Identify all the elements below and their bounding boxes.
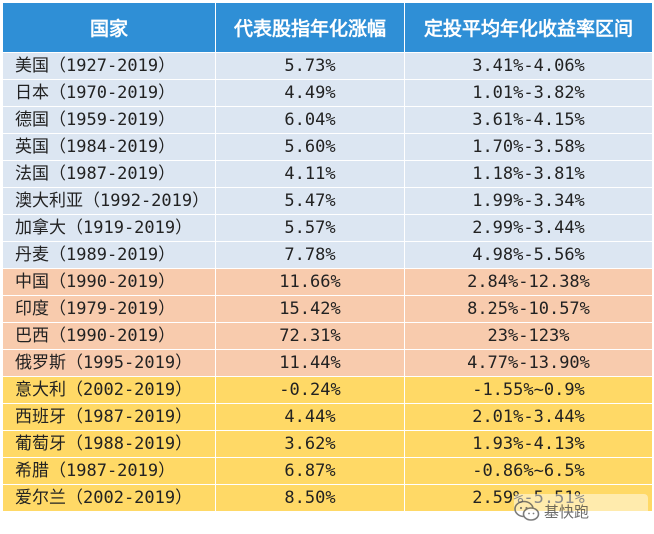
index-return-cell: 4.11% (215, 160, 405, 188)
sip-return-range-cell: 1.99%-3.34% (404, 187, 653, 215)
country-cell: 葡萄牙（1988-2019） (2, 430, 216, 458)
sip-return-range-cell: 1.18%-3.81% (404, 160, 653, 188)
wechat-logo-icon (514, 500, 540, 521)
index-return-cell: 3.62% (215, 430, 405, 458)
table-row: 葡萄牙（1988-2019） 3.62% 1.93%-4.13% (2, 430, 653, 458)
country-cell: 西班牙（1987-2019） (2, 403, 216, 431)
country-cell: 希腊（1987-2019） (2, 457, 216, 485)
table-row: 英国（1984-2019） 5.60% 1.70%-3.58% (2, 133, 653, 161)
header-sip-return-range: 定投平均年化收益率区间 (404, 2, 653, 53)
index-return-cell: 4.49% (215, 79, 405, 107)
sip-return-range-cell: 1.01%-3.82% (404, 79, 653, 107)
watermark: 基快跑 (514, 494, 648, 528)
country-cell: 巴西（1990-2019） (2, 322, 216, 350)
index-return-cell: 5.73% (215, 52, 405, 80)
table-body: 美国（1927-2019） 5.73% 3.41%-4.06% 日本（1970-201… (2, 52, 653, 512)
country-cell: 澳大利亚（1992-2019） (2, 187, 216, 215)
table-row: 日本（1970-2019） 4.49% 1.01%-3.82% (2, 79, 653, 107)
header-row: 国家 代表股指年化涨幅 定投平均年化收益率区间 (2, 2, 653, 53)
table-row: 希腊（1987-2019） 6.87% -0.86%~6.5% (2, 457, 653, 485)
sip-return-range-cell: 4.98%-5.56% (404, 241, 653, 269)
country-cell: 日本（1970-2019） (2, 79, 216, 107)
index-return-cell: 7.78% (215, 241, 405, 269)
index-return-cell: 72.31% (215, 322, 405, 350)
sip-return-range-cell: -1.55%~0.9% (404, 376, 653, 404)
sip-return-range-cell: 2.99%-3.44% (404, 214, 653, 242)
table-row: 印度（1979-2019） 15.42% 8.25%-10.57% (2, 295, 653, 323)
country-cell: 印度（1979-2019） (2, 295, 216, 323)
sip-return-range-cell: 3.41%-4.06% (404, 52, 653, 80)
index-return-cell: 5.60% (215, 133, 405, 161)
table-row: 加拿大（1919-2019） 5.57% 2.99%-3.44% (2, 214, 653, 242)
country-cell: 美国（1927-2019） (2, 52, 216, 80)
index-return-cell: 5.47% (215, 187, 405, 215)
table-row: 爱尔兰（2002-2019）8.50%2.59%-5.51% (2, 484, 653, 512)
table-row: 巴西（1990-2019） 72.31% 23%-123% (2, 322, 653, 350)
sip-return-range-cell: 3.61%-4.15% (404, 106, 653, 134)
sip-return-range-cell: 2.01%-3.44% (404, 403, 653, 431)
index-return-cell: 11.44% (215, 349, 405, 377)
country-cell: 丹麦（1989-2019） (2, 241, 216, 269)
country-cell: 意大利（2002-2019） (2, 376, 216, 404)
table-row: 丹麦（1989-2019） 7.78% 4.98%-5.56% (2, 241, 653, 269)
country-cell: 英国（1984-2019） (2, 133, 216, 161)
sip-return-range-cell: 1.70%-3.58% (404, 133, 653, 161)
index-return-cell: 5.57% (215, 214, 405, 242)
table-row: 法国（1987-2019） 4.11% 1.18%-3.81% (2, 160, 653, 188)
table-row: 意大利（2002-2019） -0.24% -1.55%~0.9% (2, 376, 653, 404)
index-return-cell: -0.24% (215, 376, 405, 404)
sip-return-range-cell: -0.86%~6.5% (404, 457, 653, 485)
watermark-text: 基快跑 (544, 502, 590, 521)
table-row: 澳大利亚（1992-2019） 5.47% 1.99%-3.34% (2, 187, 653, 215)
sip-return-range-cell: 1.93%-4.13% (404, 430, 653, 458)
header-country: 国家 (2, 2, 216, 53)
index-return-cell: 11.66% (215, 268, 405, 296)
country-cell: 爱尔兰（2002-2019） (2, 484, 216, 512)
country-cell: 加拿大（1919-2019） (2, 214, 216, 242)
table-row: 俄罗斯（1995-2019） 11.44% 4.77%-13.90% (2, 349, 653, 377)
table-row: 西班牙（1987-2019） 4.44% 2.01%-3.44% (2, 403, 653, 431)
country-cell: 俄罗斯（1995-2019） (2, 349, 216, 377)
country-cell: 中国（1990-2019） (2, 268, 216, 296)
index-return-cell: 15.42% (215, 295, 405, 323)
index-return-cell: 6.04% (215, 106, 405, 134)
country-cell: 法国（1987-2019） (2, 160, 216, 188)
table-row: 美国（1927-2019） 5.73% 3.41%-4.06% (2, 52, 653, 80)
header-index-return: 代表股指年化涨幅 (215, 2, 405, 53)
table-row: 德国（1959-2019） 6.04% 3.61%-4.15% (2, 106, 653, 134)
sip-return-range-cell: 23%-123% (404, 322, 653, 350)
returns-table: 国家 代表股指年化涨幅 定投平均年化收益率区间 美国（1927-2019） 5.7… (2, 2, 653, 512)
index-return-cell: 6.87% (215, 457, 405, 485)
country-cell: 德国（1959-2019） (2, 106, 216, 134)
sip-return-range-cell: 4.77%-13.90% (404, 349, 653, 377)
table-row: 中国（1990-2019） 11.66% 2.84%-12.38% (2, 268, 653, 296)
index-return-cell: 4.44% (215, 403, 405, 431)
sip-return-range-cell: 8.25%-10.57% (404, 295, 653, 323)
index-return-cell: 8.50% (215, 484, 405, 512)
sip-return-range-cell: 2.84%-12.38% (404, 268, 653, 296)
